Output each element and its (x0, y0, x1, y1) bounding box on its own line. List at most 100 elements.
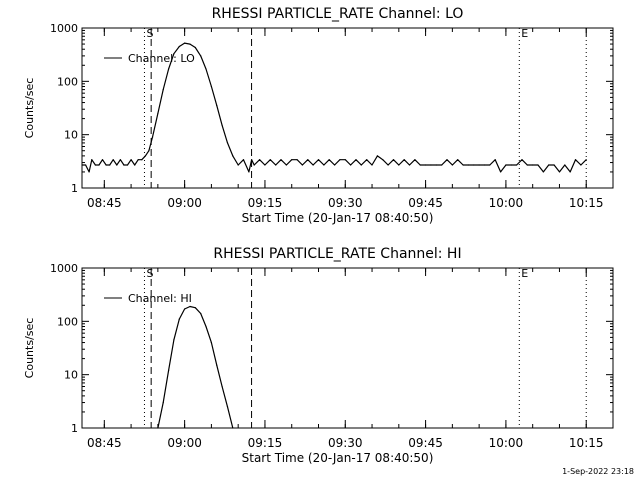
data-point (312, 164, 314, 166)
data-point (489, 164, 491, 166)
data-point (280, 159, 282, 161)
data-point (210, 85, 212, 88)
x-tick-label: 09:30 (328, 436, 363, 450)
data-point (251, 159, 253, 161)
data-point (344, 159, 346, 161)
data-point (462, 164, 464, 166)
data-point (269, 159, 271, 161)
data-point (291, 159, 293, 161)
data-point (119, 159, 121, 161)
series-line (157, 305, 234, 429)
data-point (483, 164, 486, 166)
data-point (205, 325, 207, 328)
data-point (355, 159, 357, 161)
data-point (168, 369, 170, 371)
data-point (371, 164, 373, 166)
data-point (574, 159, 577, 161)
data-point (376, 155, 378, 157)
data-point (168, 68, 170, 70)
data-point (178, 45, 180, 48)
y-tick-label: 10 (64, 129, 78, 142)
data-point (457, 159, 459, 161)
data-point (323, 164, 325, 166)
data-point (532, 164, 534, 166)
data-point (173, 339, 175, 341)
chart-title: RHESSI PARTICLE_RATE Channel: HI (213, 246, 461, 262)
data-point (408, 164, 411, 166)
y-tick-label: 1000 (50, 22, 78, 35)
data-point (141, 159, 143, 161)
data-point (553, 164, 555, 166)
data-point (382, 159, 384, 161)
data-point (221, 124, 223, 126)
chart-panel-2: RHESSI PARTICLE_RATE Channel: HI Counts/s… (23, 246, 614, 465)
y-tick-label: 100 (57, 75, 78, 88)
data-point (123, 164, 125, 166)
plot-frame (81, 267, 614, 429)
data-point (451, 164, 453, 166)
data-point (467, 164, 469, 166)
data-point (505, 164, 507, 166)
data-point (516, 164, 518, 166)
data-point (157, 112, 159, 114)
y-tick-label: 1 (71, 182, 78, 195)
x-axis-label: Start Time (20-Jan-17 08:40:50) (242, 451, 434, 465)
time-marker-label: E (521, 267, 528, 280)
data-point (184, 42, 186, 44)
footer-timestamp: 1-Sep-2022 23:18 (562, 467, 634, 476)
data-point (441, 164, 443, 166)
data-point (98, 164, 100, 166)
y-tick-label: 10 (64, 369, 78, 382)
data-point (350, 164, 352, 166)
data-point (500, 171, 502, 173)
data-point (216, 364, 218, 366)
data-point (585, 159, 587, 161)
data-point (232, 155, 234, 157)
data-point (226, 406, 229, 408)
x-tick-label: 09:00 (167, 436, 202, 450)
data-point (430, 164, 432, 166)
data-point (221, 385, 223, 388)
data-point (116, 164, 118, 166)
data-point (366, 159, 368, 161)
x-tick-label: 10:00 (489, 436, 524, 450)
data-point (307, 159, 309, 161)
data-point (425, 164, 427, 166)
data-point (148, 150, 150, 152)
x-tick-label: 10:00 (489, 196, 524, 210)
plot-frame (81, 27, 614, 189)
time-marker-label: S (146, 267, 153, 280)
data-point (526, 164, 528, 166)
data-point (259, 159, 261, 161)
data-point (296, 159, 298, 161)
data-point (253, 164, 255, 166)
data-point (446, 159, 448, 161)
data-point (184, 308, 186, 310)
data-point (205, 68, 207, 70)
y-axis-label: Counts/sec (23, 78, 36, 139)
data-point (200, 55, 202, 57)
y-tick-label: 100 (57, 315, 78, 328)
data-point (580, 164, 582, 166)
legend-label: Channel: LO (128, 52, 195, 65)
data-point (91, 159, 93, 161)
data-point (478, 164, 480, 166)
data-point (151, 136, 154, 138)
x-tick-label: 09:15 (248, 196, 283, 210)
data-point (275, 164, 277, 166)
y-tick-label: 1000 (50, 262, 78, 275)
data-point (398, 164, 400, 166)
x-axis-label: Start Time (20-Jan-17 08:40:50) (242, 211, 434, 225)
data-point (126, 164, 129, 166)
x-tick-label: 08:45 (87, 436, 122, 450)
data-point (334, 164, 336, 166)
data-point (130, 159, 132, 161)
y-tick-label: 1 (71, 422, 78, 435)
x-tick-label: 10:15 (569, 436, 604, 450)
data-point (317, 159, 320, 161)
x-tick-label: 10:15 (569, 196, 604, 210)
data-point (548, 164, 550, 166)
data-point (137, 159, 139, 161)
data-point (521, 159, 523, 161)
data-point (216, 105, 218, 107)
